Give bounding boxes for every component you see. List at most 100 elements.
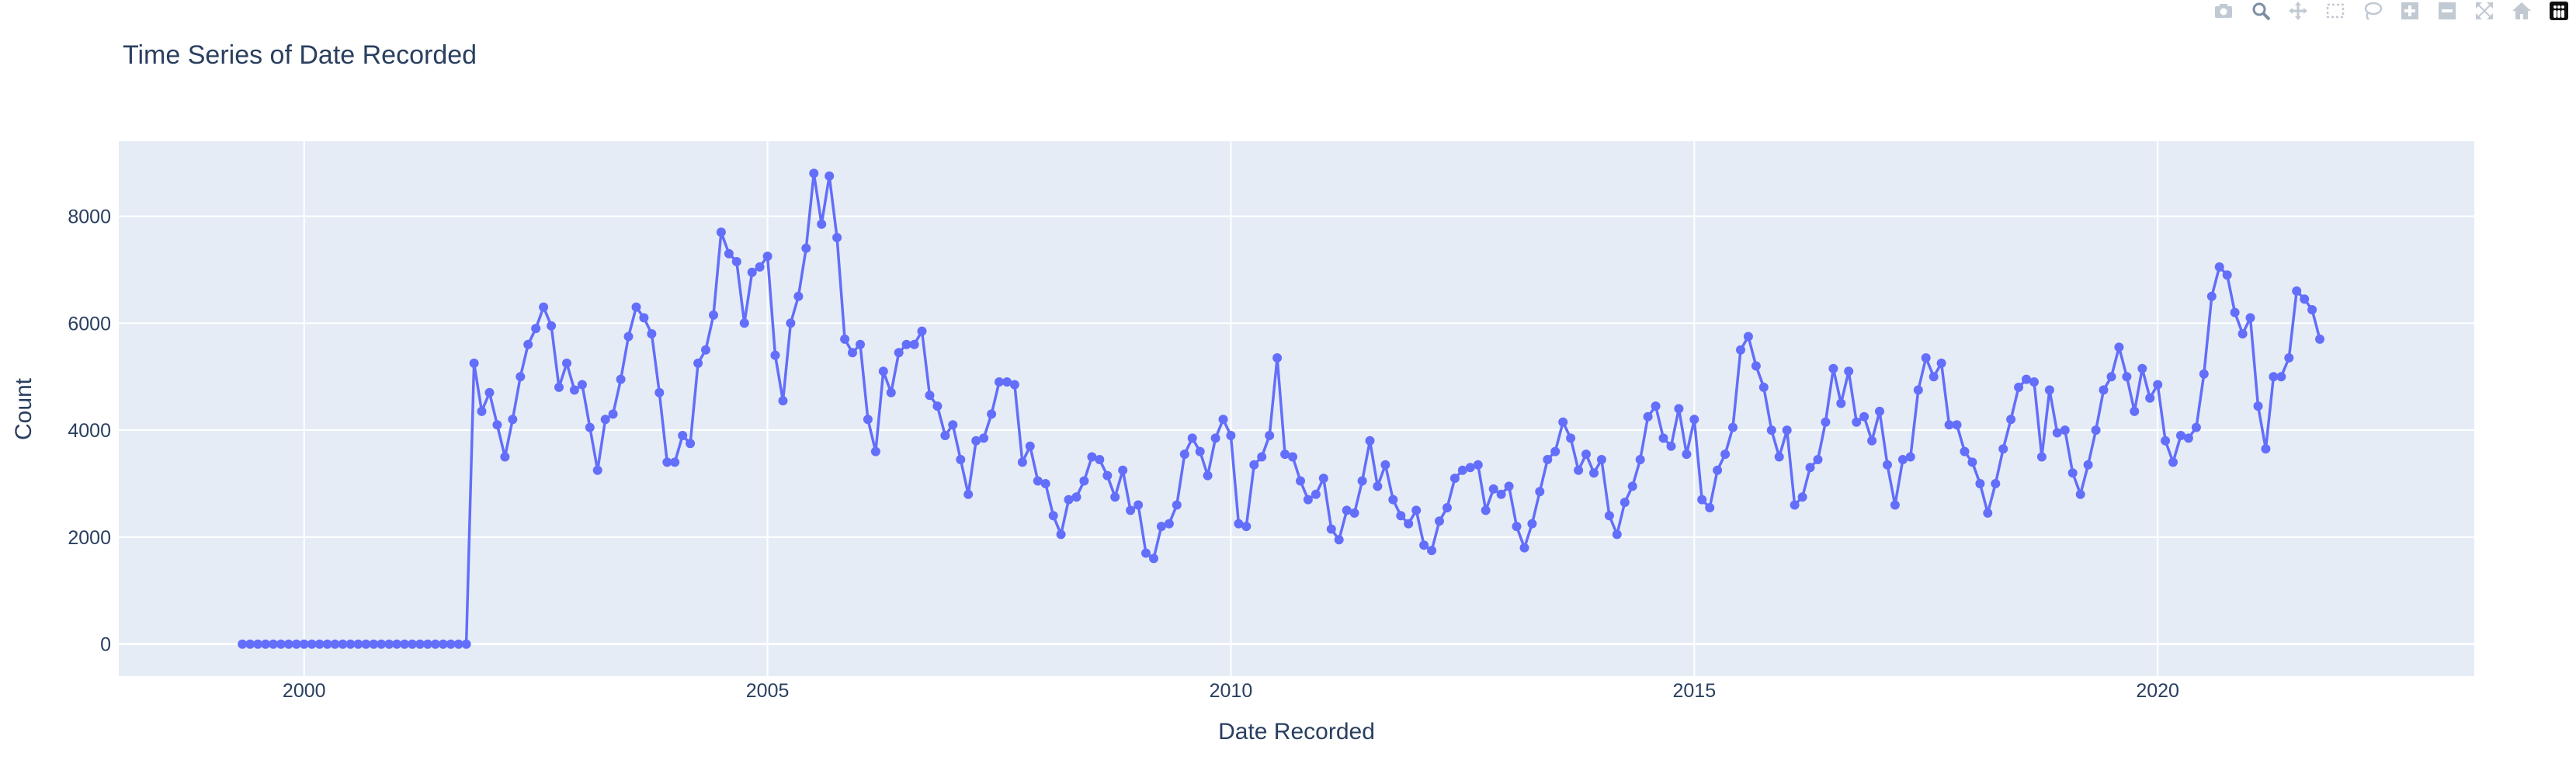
data-point[interactable]	[1728, 422, 1738, 432]
data-point[interactable]	[716, 227, 726, 238]
camera-icon[interactable]	[2213, 0, 2234, 22]
data-point[interactable]	[1134, 500, 1144, 510]
data-point[interactable]	[1442, 503, 1452, 512]
data-point[interactable]	[516, 372, 526, 382]
data-point[interactable]	[330, 639, 340, 649]
data-point[interactable]	[948, 420, 958, 430]
data-point[interactable]	[2106, 372, 2116, 382]
data-point[interactable]	[2230, 307, 2240, 318]
data-point[interactable]	[670, 457, 680, 467]
data-point[interactable]	[1790, 500, 1800, 510]
data-point[interactable]	[2075, 489, 2085, 499]
data-point[interactable]	[1095, 455, 1105, 464]
data-point[interactable]	[307, 639, 317, 649]
data-point[interactable]	[238, 639, 248, 649]
data-point[interactable]	[1682, 449, 1692, 460]
data-point[interactable]	[1040, 479, 1050, 488]
data-point[interactable]	[600, 415, 610, 425]
data-point[interactable]	[1025, 441, 1035, 451]
data-point[interactable]	[1033, 476, 1043, 486]
data-point[interactable]	[2161, 436, 2171, 446]
data-point[interactable]	[995, 377, 1004, 387]
box-select-icon[interactable]	[2324, 0, 2346, 22]
zoom-in-icon[interactable]	[2399, 0, 2421, 22]
data-point[interactable]	[1550, 446, 1561, 456]
data-point[interactable]	[1651, 401, 1661, 411]
data-point[interactable]	[2238, 329, 2248, 338]
data-point[interactable]	[338, 639, 348, 649]
data-point[interactable]	[1674, 404, 1684, 414]
data-point[interactable]	[654, 387, 665, 397]
data-point[interactable]	[1311, 489, 1321, 499]
data-point[interactable]	[1280, 449, 1290, 460]
data-point[interactable]	[1296, 476, 1305, 486]
data-point[interactable]	[2153, 380, 2163, 390]
data-point[interactable]	[492, 420, 502, 430]
data-point[interactable]	[361, 639, 371, 649]
data-point[interactable]	[523, 339, 533, 349]
data-point[interactable]	[863, 415, 873, 425]
plot-area[interactable]	[119, 141, 2474, 676]
data-point[interactable]	[1713, 465, 1723, 475]
data-point[interactable]	[1983, 508, 1993, 518]
data-point[interactable]	[1272, 353, 1283, 363]
data-point[interactable]	[1179, 449, 1189, 460]
data-point[interactable]	[1836, 398, 1846, 408]
data-point[interactable]	[1913, 385, 1923, 395]
data-point[interactable]	[1126, 505, 1136, 515]
data-point[interactable]	[1156, 522, 1166, 532]
data-point[interactable]	[1396, 511, 1406, 521]
data-point[interactable]	[1079, 476, 1089, 486]
data-point[interactable]	[1110, 492, 1120, 502]
data-point[interactable]	[2137, 363, 2147, 373]
data-point[interactable]	[276, 639, 286, 649]
data-point[interactable]	[786, 318, 796, 328]
data-point[interactable]	[2292, 286, 2302, 296]
data-point[interactable]	[1797, 492, 1807, 502]
data-point[interactable]	[1852, 417, 1862, 427]
data-point[interactable]	[678, 431, 688, 440]
data-point[interactable]	[870, 446, 880, 456]
data-point[interactable]	[1357, 476, 1367, 486]
data-point[interactable]	[1334, 535, 1344, 545]
data-point[interactable]	[261, 639, 270, 649]
data-point[interactable]	[392, 639, 402, 649]
data-point[interactable]	[1566, 433, 1576, 443]
data-point[interactable]	[979, 433, 989, 443]
data-point[interactable]	[1118, 465, 1128, 475]
data-point[interactable]	[253, 639, 263, 649]
data-point[interactable]	[1265, 431, 1275, 440]
data-point[interactable]	[1241, 522, 1252, 532]
data-point[interactable]	[1449, 474, 1460, 484]
data-point[interactable]	[1991, 479, 2001, 488]
data-point[interactable]	[1504, 481, 1514, 491]
data-point[interactable]	[469, 358, 479, 368]
data-point[interactable]	[2307, 305, 2317, 314]
data-point[interactable]	[415, 639, 425, 649]
data-point[interactable]	[1658, 433, 1668, 443]
data-point[interactable]	[1952, 420, 1962, 430]
data-point[interactable]	[1774, 452, 1784, 462]
data-point[interactable]	[531, 324, 541, 334]
data-point[interactable]	[963, 489, 974, 499]
data-point[interactable]	[1218, 415, 1228, 425]
data-point[interactable]	[1527, 519, 1537, 529]
data-point[interactable]	[1844, 366, 1854, 377]
data-point[interactable]	[2114, 342, 2124, 352]
data-point[interactable]	[825, 171, 835, 181]
data-point[interactable]	[1875, 406, 1884, 416]
data-point[interactable]	[987, 409, 997, 419]
data-point[interactable]	[793, 291, 804, 301]
data-point[interactable]	[322, 639, 332, 649]
data-point[interactable]	[477, 406, 487, 416]
data-point[interactable]	[1743, 331, 1753, 342]
data-point[interactable]	[2029, 377, 2039, 387]
data-point[interactable]	[1048, 511, 1058, 521]
data-point[interactable]	[484, 387, 495, 397]
data-point[interactable]	[1234, 519, 1244, 529]
data-point[interactable]	[1944, 420, 1954, 430]
data-point[interactable]	[2245, 313, 2255, 323]
data-point[interactable]	[577, 380, 587, 390]
data-point[interactable]	[2214, 262, 2224, 272]
data-point[interactable]	[662, 457, 672, 467]
